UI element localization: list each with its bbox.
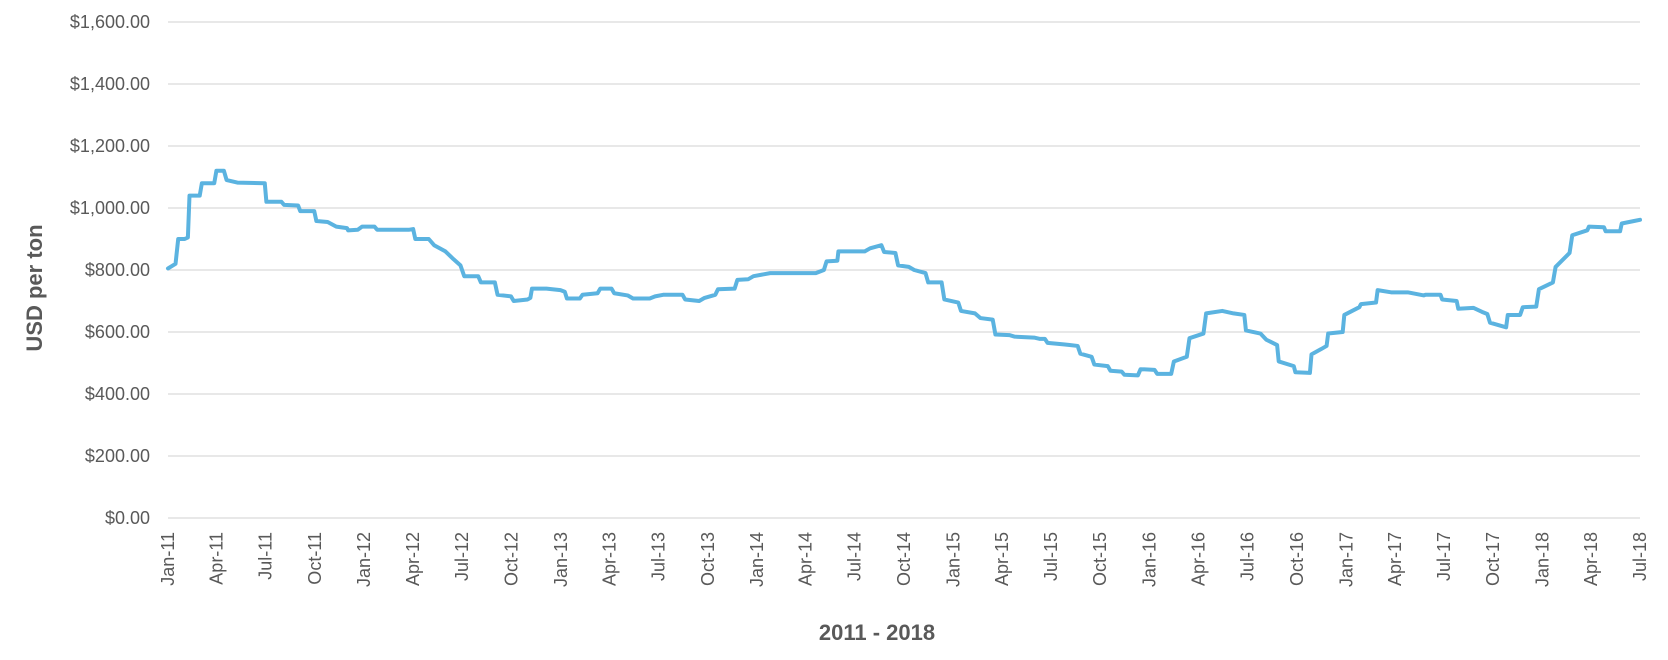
y-tick-label: $600.00 <box>85 322 150 342</box>
x-tick-label: Jul-11 <box>255 532 275 580</box>
x-tick-label: Oct-16 <box>1287 532 1307 586</box>
y-axis-title: USD per ton <box>22 224 47 351</box>
y-tick-label: $1,600.00 <box>70 12 150 32</box>
x-tick-label: Oct-17 <box>1483 532 1503 586</box>
x-tick-label: Oct-15 <box>1090 532 1110 586</box>
x-tick-label: Apr-11 <box>206 532 226 585</box>
x-tick-label: Oct-13 <box>698 532 718 586</box>
y-tick-label: $200.00 <box>85 446 150 466</box>
x-tick-label: Apr-15 <box>992 532 1012 586</box>
x-tick-label: Jan-17 <box>1336 532 1356 587</box>
x-tick-label: Jul-17 <box>1434 532 1454 581</box>
x-tick-label: Apr-13 <box>599 532 619 586</box>
x-tick-label: Jan-12 <box>354 532 374 587</box>
x-tick-label: Jan-16 <box>1140 532 1160 587</box>
x-tick-label: Apr-18 <box>1581 532 1601 586</box>
x-tick-label: Oct-11 <box>305 532 325 585</box>
x-tick-label: Apr-17 <box>1385 532 1405 586</box>
series-line <box>166 168 1642 378</box>
x-tick-label: Jul-12 <box>452 532 472 581</box>
x-tick-label: Apr-12 <box>403 532 423 586</box>
x-tick-label: Jul-13 <box>648 532 668 581</box>
x-tick-label: Jan-18 <box>1533 532 1553 587</box>
x-tick-label: Jan-13 <box>551 532 571 587</box>
x-axis-title: 2011 - 2018 <box>819 620 935 645</box>
x-tick-label: Apr-16 <box>1189 532 1209 586</box>
x-tick-label: Oct-12 <box>502 532 522 586</box>
x-tick-label: Jul-14 <box>845 532 865 581</box>
x-tick-label: Jan-15 <box>943 532 963 587</box>
y-tick-label: $0.00 <box>105 508 150 528</box>
y-tick-label: $1,400.00 <box>70 74 150 94</box>
x-axis-tick-labels: Jan-11 Apr-11 Jul-11 Oct-11 Jan-12 Apr-12 Jul-… <box>158 532 1650 587</box>
y-tick-label: $1,200.00 <box>70 136 150 156</box>
gridlines <box>168 21 1640 519</box>
y-axis-tick-labels: $0.00 $200.00 $400.00 $600.00 $800.00 $1,000.… <box>70 12 150 528</box>
y-tick-label: $800.00 <box>85 260 150 280</box>
x-tick-label: Oct-14 <box>894 532 914 586</box>
y-tick-label: $1,000.00 <box>70 198 150 218</box>
x-tick-label: Jul-16 <box>1238 532 1258 581</box>
x-tick-label: Apr-14 <box>796 532 816 586</box>
y-tick-label: $400.00 <box>85 384 150 404</box>
x-tick-label: Jan-14 <box>747 532 767 587</box>
x-tick-label: Jul-15 <box>1041 532 1061 581</box>
x-tick-label: Jul-18 <box>1630 532 1650 581</box>
x-tick-label: Jan-11 <box>158 532 178 586</box>
series-layer <box>166 168 1642 378</box>
